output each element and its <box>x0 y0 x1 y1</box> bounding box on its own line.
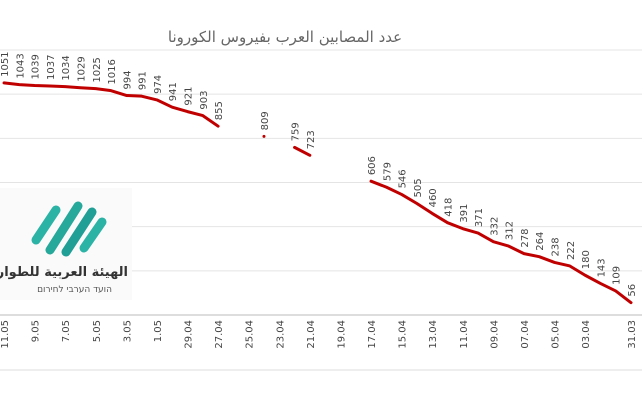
data-label: 1051 <box>0 51 11 76</box>
x-tick-label: 3.05 <box>122 320 133 342</box>
data-label: 332 <box>489 217 500 236</box>
data-label: 1034 <box>61 55 72 80</box>
data-label: 1043 <box>15 53 26 78</box>
chart-title: عدد المصابين العرب بفيروس الكورونا <box>168 28 402 46</box>
data-label: 391 <box>459 204 470 223</box>
x-tick-label: 27.04 <box>214 320 225 349</box>
logo-subtitle: הועד הערבי לחירום <box>37 285 112 295</box>
x-tick-label: 05.04 <box>551 320 562 349</box>
x-tick-label: 7.05 <box>61 320 72 342</box>
data-label: 723 <box>306 130 317 149</box>
data-label: 1016 <box>107 59 118 84</box>
data-label: 991 <box>138 71 149 90</box>
x-tick-label: 19.04 <box>336 320 347 349</box>
data-label: 278 <box>520 229 531 248</box>
data-label: 546 <box>398 169 409 188</box>
x-tick-label: 25.04 <box>245 320 256 349</box>
data-label: 941 <box>168 82 179 101</box>
x-tick-label: 23.04 <box>275 320 286 349</box>
line-series <box>369 179 633 305</box>
x-tick-label: 11.05 <box>0 320 11 349</box>
x-tick-label: 9.05 <box>31 320 42 342</box>
data-label: 505 <box>413 178 424 197</box>
data-label: 855 <box>214 101 225 120</box>
x-tick-label: 21.04 <box>306 320 317 349</box>
logo: الهيئة العربية للطوارئ הועד הערבי לחירום <box>0 188 132 300</box>
data-label: 371 <box>474 208 485 227</box>
x-tick-label: 17.04 <box>367 320 378 349</box>
x-tick-label: 1.05 <box>153 320 164 342</box>
data-label: 1025 <box>92 57 103 82</box>
x-tick-label: 07.04 <box>520 320 531 349</box>
x-tick-label: 09.04 <box>489 320 500 349</box>
data-label: 418 <box>443 198 454 217</box>
x-tick-label: 11.04 <box>459 320 470 349</box>
data-label: 1029 <box>76 56 87 81</box>
x-tick-label: 5.05 <box>92 320 103 342</box>
data-label: 143 <box>596 258 607 277</box>
x-tick-label: 03.04 <box>581 320 592 349</box>
data-label: 809 <box>260 111 271 130</box>
x-tick-label: 31.03 <box>627 320 638 349</box>
data-label: 56 <box>627 284 638 297</box>
data-label: 109 <box>612 266 623 285</box>
x-tick-label: 13.04 <box>428 320 439 349</box>
data-label: 460 <box>428 188 439 207</box>
data-label: 264 <box>535 232 546 251</box>
data-label: 180 <box>581 250 592 269</box>
data-label: 1039 <box>31 54 42 79</box>
data-label: 238 <box>551 237 562 256</box>
data-label: 994 <box>122 70 133 89</box>
data-label: 606 <box>367 156 378 175</box>
data-label: 974 <box>153 75 164 94</box>
data-label: 222 <box>566 241 577 260</box>
data-label: 1037 <box>46 55 57 80</box>
data-label: 921 <box>184 87 195 106</box>
x-tick-label: 15.04 <box>398 320 409 349</box>
logo-icon <box>31 201 107 257</box>
logo-title: الهيئة العربية للطوارئ <box>0 265 128 280</box>
data-label: 903 <box>199 90 210 109</box>
line-series <box>293 145 312 157</box>
data-label: 579 <box>382 162 393 181</box>
data-label: 312 <box>505 221 516 240</box>
line-series <box>2 81 220 128</box>
data-label: 759 <box>291 122 302 141</box>
x-tick-label: 29.04 <box>184 320 195 349</box>
